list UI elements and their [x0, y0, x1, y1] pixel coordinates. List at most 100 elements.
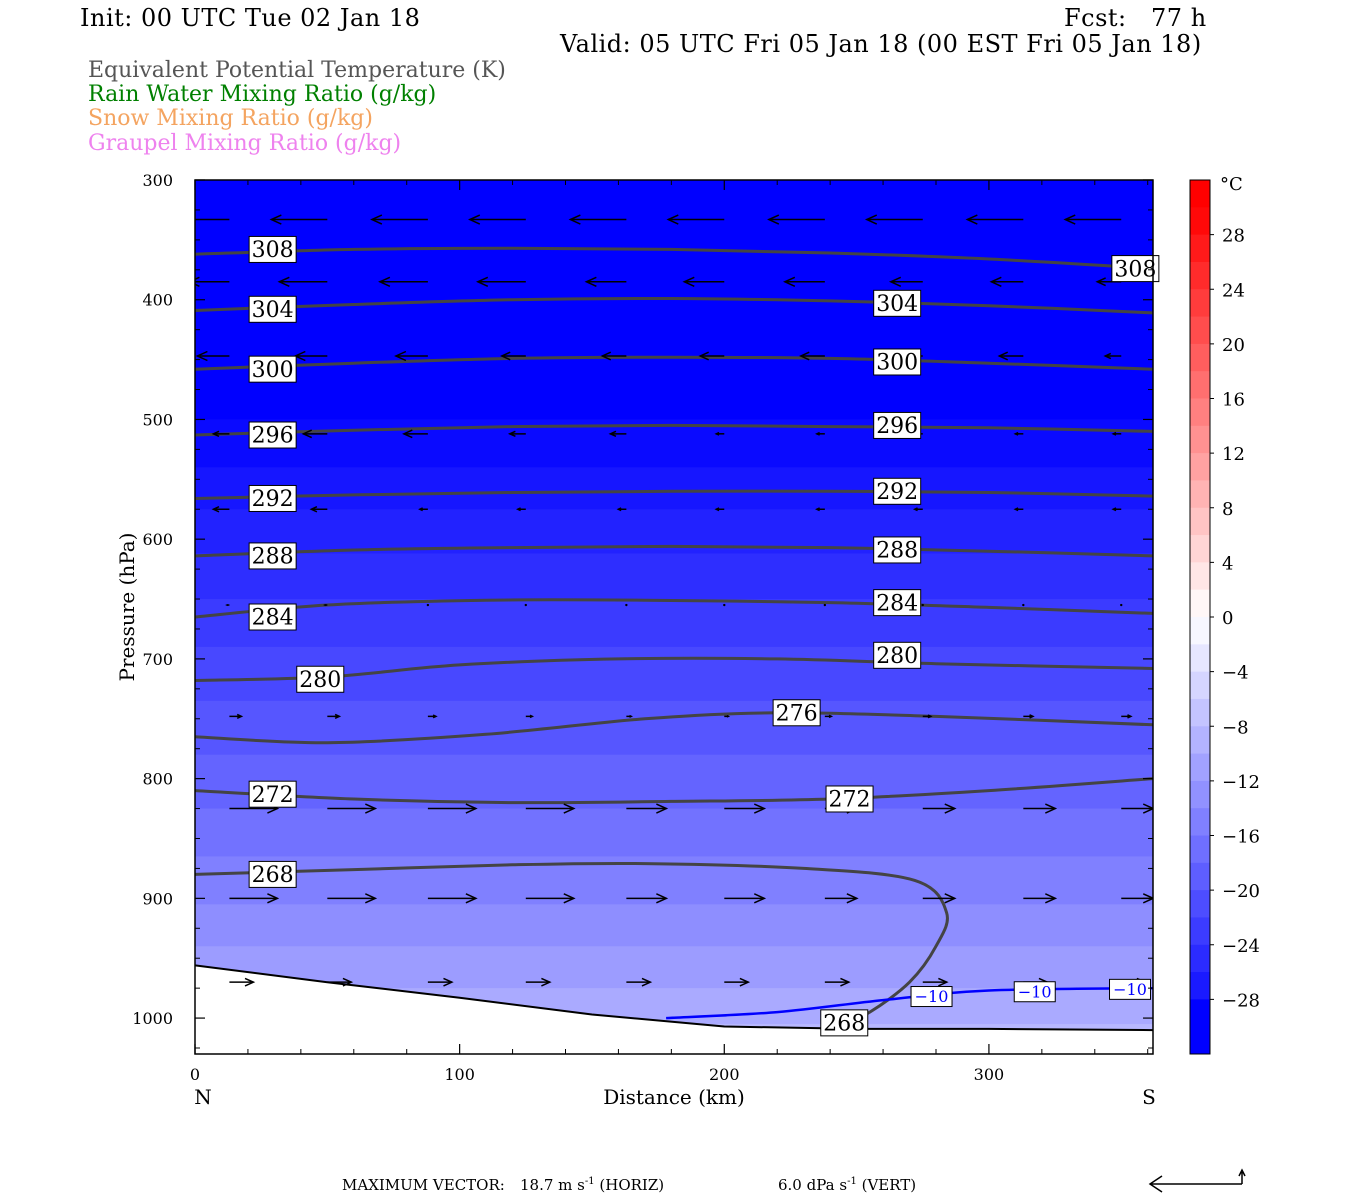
horiz-value: 18.7 m s: [520, 1176, 585, 1194]
wind-vector: [682, 276, 725, 287]
temperature-band: [195, 904, 1153, 948]
wind-vector: [626, 714, 633, 718]
wind-vector: [525, 803, 576, 814]
temperature-fill: [195, 180, 1153, 1054]
theta-e-label-text: 268: [823, 1012, 865, 1037]
theta-e-label-box: [873, 348, 922, 376]
wind-vector-head: [629, 714, 633, 718]
theta-e-label: 284: [248, 603, 297, 631]
wind-vector-head: [211, 506, 220, 513]
theta-e-label-text: 272: [252, 783, 294, 808]
max-vector-label: MAXIMUM VECTOR:: [342, 1176, 505, 1194]
wind-vector: [1111, 507, 1122, 512]
theta-e-label-box: [248, 235, 297, 263]
theta-e-label: 288: [873, 536, 922, 564]
colorbar-band: [1190, 890, 1210, 918]
theta-e-label: 280: [873, 641, 922, 669]
colorbar-band: [1190, 261, 1210, 290]
colorbar-band: [1190, 289, 1210, 318]
wind-vector: [229, 713, 244, 719]
wind-vector: [211, 430, 230, 438]
wind-vector: [714, 507, 725, 512]
colorbar-band: [1190, 617, 1210, 645]
wind-vector: [921, 603, 924, 607]
wind-vector-head: [1063, 214, 1076, 225]
wind-vector-head: [301, 429, 313, 439]
wind-vector: [525, 893, 576, 904]
colorbar-tick-label: 20: [1222, 335, 1245, 356]
theta-e-label-text: 272: [829, 788, 871, 813]
theta-e-label-text: 292: [252, 487, 294, 512]
wind-vector-head: [1111, 507, 1117, 512]
wind-vector-head: [965, 214, 978, 225]
colorbar: °C 28 24 20 16 12 8 4 0 −4 −8 −12 −16 −20 −24 −28: [1189, 174, 1260, 1055]
wind-vector: [426, 603, 430, 607]
wind-vector: [824, 714, 834, 719]
theta-e-label: 304: [873, 289, 922, 317]
temperature-band: [195, 599, 1153, 648]
vert-exponent: -1: [847, 1176, 857, 1187]
wind-vector-head: [267, 893, 280, 904]
field-label-graupel: Graupel Mixing Ratio (g/kg): [88, 131, 402, 156]
wind-vector: [195, 276, 230, 287]
theta-e-label-text: 276: [776, 701, 818, 726]
vert-unit: (VERT): [861, 1176, 917, 1194]
wind-vector-head: [799, 351, 810, 361]
colorbar-band: [1190, 999, 1210, 1055]
y-tick-label: 800: [142, 770, 173, 789]
isotherm-label: −10: [1109, 978, 1152, 1000]
theta-e-label-text: 300: [876, 351, 918, 376]
wind-vector-head: [394, 350, 407, 362]
colorbar-tick-label: 0: [1222, 608, 1233, 629]
isotherm-label-text: −10: [1018, 982, 1052, 1001]
wind-vector: [1063, 214, 1122, 225]
wind-vector-head: [600, 351, 612, 361]
theta-e-label-box: [248, 780, 297, 808]
theta-e-label-box: [248, 603, 297, 631]
wind-vector: [666, 214, 725, 225]
theta-e-label-text: 296: [876, 414, 918, 439]
wind-vector: [1121, 803, 1153, 814]
wind-vector-head: [944, 803, 957, 814]
theta-e-label-text: 296: [252, 424, 294, 449]
wind-vector-head: [529, 714, 535, 719]
wind-vector-head: [365, 803, 378, 814]
theta-e-label: 272: [248, 780, 297, 808]
wind-vector-head: [1045, 893, 1058, 904]
wind-vector: [888, 276, 923, 287]
wind-vector-head: [334, 713, 342, 719]
y-tick-label: 1000: [132, 1009, 173, 1028]
isotherm-label-box: [1109, 978, 1152, 1000]
reference-vector: [1148, 1168, 1246, 1193]
x-tick-label: 300: [974, 1065, 1005, 1084]
colorbar-band: [1190, 425, 1210, 454]
wind-vector-head: [225, 603, 229, 607]
wind-vector: [815, 507, 825, 512]
wind-vector-head: [378, 276, 391, 287]
colorbar-tick-label: 16: [1222, 390, 1245, 411]
colorbar-tick-label: 24: [1222, 280, 1245, 301]
valid-time: Valid: 05 UTC Fri 05 Jan 18 (00 EST Fri …: [560, 30, 1202, 58]
wind-vector-head: [616, 507, 622, 512]
colorbar-band: [1190, 698, 1210, 727]
wind-vector: [1013, 507, 1024, 512]
wind-vector-head: [365, 893, 378, 904]
wind-vector-head: [211, 430, 220, 438]
wind-vector-head: [1013, 507, 1019, 512]
wind-vector-head: [828, 714, 834, 719]
field-label-rain-water: Rain Water Mixing Ratio (g/kg): [88, 82, 437, 107]
theta-e-contour: [195, 355, 1153, 371]
colorbar-unit: °C: [1220, 174, 1243, 195]
theta-e-label-text: 268: [252, 863, 294, 888]
terrain-line: [195, 964, 1153, 1032]
wind-vector-head: [443, 977, 454, 987]
wind-vector-head: [195, 350, 208, 362]
theta-e-contour: [195, 861, 949, 1025]
wind-vector: [1023, 893, 1058, 904]
max-vector-vert: 6.0 dPa s-1 (VERT): [778, 1176, 916, 1194]
colorbar-band: [1190, 726, 1210, 755]
init-time: Init: 00 UTC Tue 02 Jan 18: [80, 4, 421, 32]
wind-vector-head: [181, 215, 191, 224]
